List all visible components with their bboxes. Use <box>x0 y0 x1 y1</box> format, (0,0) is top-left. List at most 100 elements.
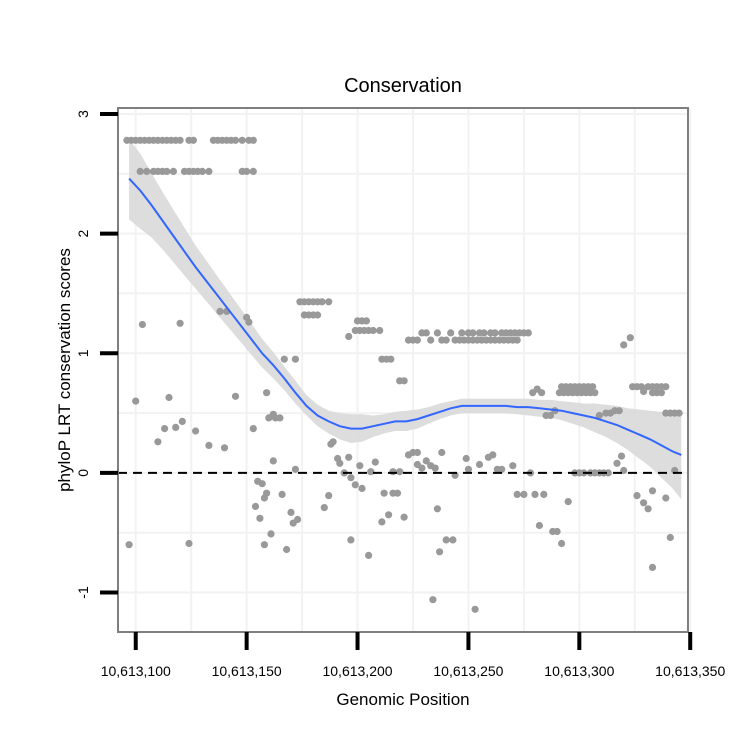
data-point <box>258 480 266 488</box>
panel-border <box>117 107 689 633</box>
data-point <box>231 136 240 144</box>
data-point <box>442 536 450 544</box>
data-point <box>400 377 408 385</box>
smooth-layer <box>128 177 682 456</box>
y-axis-label: phyloP LRT conservation scores <box>55 248 74 492</box>
data-point <box>546 411 555 420</box>
data-point <box>620 341 628 349</box>
data-point <box>675 409 683 417</box>
data-point <box>269 457 277 465</box>
points-layer <box>123 136 683 613</box>
data-point <box>287 508 295 516</box>
x-tick-label: 10,613,200 <box>322 663 392 679</box>
data-point <box>385 511 393 519</box>
data-point <box>540 490 548 498</box>
x-axis-label: Genomic Position <box>336 690 469 709</box>
data-point <box>378 518 386 526</box>
data-point <box>387 355 395 363</box>
data-point <box>231 392 240 400</box>
data-point <box>283 545 291 554</box>
data-point <box>535 521 544 530</box>
data-point <box>345 453 353 461</box>
data-point <box>427 336 435 344</box>
data-point <box>648 563 657 572</box>
data-point <box>251 502 260 510</box>
data-point <box>291 465 299 473</box>
data-point <box>431 464 439 472</box>
data-point <box>626 334 634 342</box>
data-point <box>263 489 271 497</box>
data-point <box>249 425 257 433</box>
data-point <box>291 355 299 363</box>
data-point <box>256 514 264 522</box>
frame-layer <box>117 107 689 633</box>
data-point <box>442 336 450 344</box>
data-point <box>380 489 388 497</box>
data-point <box>595 411 603 420</box>
y-tick-label: 0 <box>75 469 91 477</box>
data-point <box>318 298 326 306</box>
data-point <box>613 459 621 467</box>
data-point <box>513 336 521 344</box>
data-point <box>163 167 171 175</box>
data-point <box>538 389 546 397</box>
data-point <box>347 536 355 544</box>
y-tick-label: 2 <box>75 229 91 237</box>
data-point <box>185 539 193 548</box>
data-point <box>260 541 268 549</box>
data-point <box>136 167 144 175</box>
y-tick-label: -1 <box>75 586 91 599</box>
data-point <box>172 423 180 431</box>
data-point <box>520 490 528 498</box>
data-point <box>433 505 441 513</box>
data-point <box>267 530 275 538</box>
data-point <box>564 498 572 506</box>
data-point <box>178 417 186 425</box>
data-point <box>249 136 257 144</box>
data-point <box>263 389 271 397</box>
data-point <box>666 533 674 542</box>
data-point <box>238 136 246 144</box>
data-point <box>345 332 353 341</box>
data-point <box>367 468 375 476</box>
data-point <box>198 167 206 175</box>
data-point <box>396 468 404 476</box>
data-point <box>657 389 666 397</box>
data-point <box>245 318 253 326</box>
x-tick-label: 10,613,300 <box>544 663 614 679</box>
x-tick-label: 10,613,350 <box>655 663 725 679</box>
data-point <box>662 383 670 391</box>
data-point <box>413 448 421 457</box>
data-point <box>422 329 430 337</box>
axes: 10,613,100 10,613,150 10,613,200 10,613,250… <box>75 110 725 679</box>
data-point <box>243 167 251 175</box>
data-point <box>464 465 472 473</box>
data-point <box>280 355 288 363</box>
smooth-line <box>128 177 682 456</box>
data-point <box>249 167 257 175</box>
data-point <box>471 605 479 613</box>
data-point <box>205 167 213 175</box>
data-point <box>154 438 162 446</box>
data-point <box>615 407 623 415</box>
data-point <box>400 513 408 521</box>
data-point <box>648 487 657 495</box>
y-tick-label: 1 <box>75 349 91 357</box>
data-point <box>458 329 466 337</box>
data-point <box>205 441 213 449</box>
data-point <box>662 494 670 502</box>
data-point <box>449 536 457 544</box>
data-point <box>165 393 173 402</box>
data-point <box>216 307 224 315</box>
x-tick-label: 10,613,250 <box>433 663 503 679</box>
x-tick-label: 10,613,150 <box>212 663 282 679</box>
data-point <box>356 462 364 470</box>
data-point <box>125 541 133 549</box>
grid <box>118 108 692 632</box>
data-point <box>389 468 397 476</box>
data-point <box>358 484 366 492</box>
data-point <box>524 329 532 337</box>
data-point <box>365 551 373 560</box>
data-point <box>462 454 470 463</box>
